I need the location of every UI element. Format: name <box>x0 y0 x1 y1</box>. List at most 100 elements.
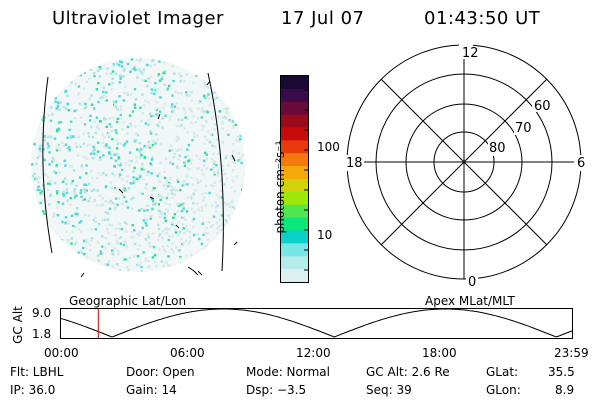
emission-pixel <box>240 188 244 191</box>
emission-pixel <box>233 101 236 105</box>
emission-pixel <box>41 255 44 259</box>
emission-pixel <box>190 91 193 94</box>
emission-pixel <box>124 162 128 165</box>
emission-pixel <box>95 176 99 180</box>
emission-pixel <box>141 147 144 150</box>
emission-pixel <box>65 238 69 242</box>
emission-pixel <box>149 245 152 248</box>
emission-pixel <box>218 63 221 66</box>
polar-mlt-plot: 12 18 6 0 60 70 80 <box>344 43 586 290</box>
emission-pixel <box>97 223 101 226</box>
emission-pixel <box>175 188 179 192</box>
emission-pixel <box>160 260 163 263</box>
emission-pixel <box>84 183 88 186</box>
emission-pixel <box>243 269 245 272</box>
emission-pixel <box>235 79 239 82</box>
emission-pixel <box>93 120 96 123</box>
emission-pixel <box>122 75 125 78</box>
emission-pixel <box>49 262 52 265</box>
emission-pixel <box>155 133 158 136</box>
emission-pixel <box>177 249 181 252</box>
emission-pixel <box>223 237 226 240</box>
emission-pixel <box>159 96 162 99</box>
emission-pixel <box>80 59 83 62</box>
emission-pixel <box>241 185 245 188</box>
emission-pixel <box>158 179 161 183</box>
emission-pixel <box>234 262 237 265</box>
emission-pixel <box>188 262 192 265</box>
emission-pixel <box>134 68 137 72</box>
emission-pixel <box>128 256 132 259</box>
emission-pixel <box>79 145 82 148</box>
emission-pixel <box>101 133 104 137</box>
emission-pixel <box>42 210 45 213</box>
emission-pixel <box>172 79 175 83</box>
emission-pixel <box>195 178 199 181</box>
emission-pixel <box>85 80 89 83</box>
globe-limb-left <box>42 76 53 254</box>
emission-pixel <box>113 208 116 211</box>
emission-pixel <box>223 71 227 74</box>
emission-pixel <box>71 230 74 233</box>
emission-pixel <box>108 152 111 156</box>
emission-pixel <box>108 123 111 126</box>
emission-pixel <box>170 221 174 224</box>
emission-pixel <box>205 120 208 124</box>
emission-pixel <box>78 221 81 224</box>
emission-pixel <box>188 168 191 171</box>
emission-pixel <box>59 244 62 248</box>
emission-pixel <box>226 79 230 82</box>
emission-pixel <box>206 78 209 81</box>
emission-pixel <box>64 216 68 219</box>
emission-pixel <box>133 88 137 91</box>
emission-pixel <box>163 61 166 64</box>
emission-pixel <box>97 100 100 104</box>
emission-pixel <box>206 138 209 141</box>
emission-pixel <box>50 106 53 109</box>
emission-pixel <box>153 141 157 144</box>
emission-pixel <box>46 146 50 150</box>
emission-pixel <box>40 78 43 81</box>
emission-pixel <box>86 240 89 243</box>
emission-pixel <box>144 257 148 260</box>
emission-pixel <box>143 156 146 159</box>
emission-pixel <box>116 62 119 65</box>
emission-pixel <box>104 200 107 203</box>
emission-pixel <box>214 71 217 74</box>
mlt-label-12: 12 <box>462 46 479 61</box>
emission-pixel <box>133 242 137 246</box>
emission-pixel <box>83 198 86 201</box>
emission-pixel <box>118 175 121 179</box>
emission-pixel <box>179 261 182 265</box>
emission-pixel <box>164 215 167 218</box>
emission-pixel <box>103 146 106 149</box>
emission-pixel <box>168 264 171 267</box>
emission-pixel <box>149 80 152 84</box>
emission-pixel <box>140 270 143 272</box>
emission-pixel <box>134 125 137 128</box>
emission-pixel <box>222 227 226 230</box>
emission-pixel <box>115 139 119 142</box>
emission-pixel <box>220 73 223 76</box>
emission-pixel <box>219 237 222 241</box>
emission-pixel <box>217 152 220 156</box>
emission-pixel <box>37 185 40 188</box>
emission-pixel <box>114 129 117 132</box>
emission-pixel <box>184 155 187 159</box>
emission-pixel <box>181 203 184 206</box>
emission-pixel <box>98 158 102 162</box>
emission-pixel <box>147 101 150 104</box>
emission-pixel <box>39 118 42 121</box>
emission-pixel <box>150 91 153 95</box>
emission-pixel <box>205 68 208 72</box>
emission-pixel <box>84 241 87 244</box>
emission-pixel <box>61 245 64 248</box>
colorbar-tick-100: 100 <box>317 140 340 154</box>
emission-pixel <box>102 94 105 97</box>
emission-pixel <box>197 58 200 61</box>
emission-pixel <box>177 234 180 237</box>
emission-pixel <box>88 243 92 246</box>
emission-pixel <box>213 145 216 148</box>
emission-pixel <box>80 164 84 167</box>
emission-pixel <box>203 80 206 83</box>
